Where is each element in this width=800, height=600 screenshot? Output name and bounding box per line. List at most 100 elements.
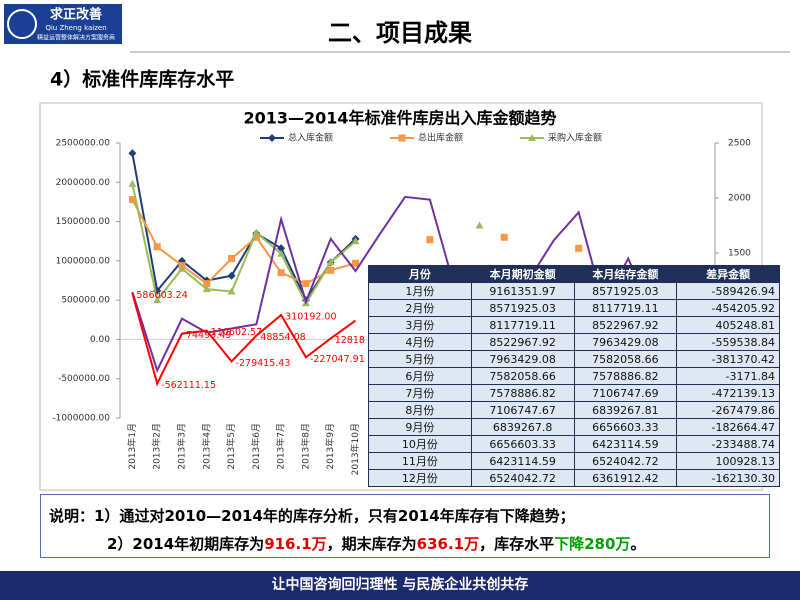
table-cell: 6423114.59 [470,452,575,470]
x-tick-label: 2013年2月 [151,423,163,470]
table-cell: 100928.13 [676,452,780,470]
table-cell: 6423114.59 [573,435,678,453]
y2-tick-label: 2500 [728,139,751,149]
point-marker [177,264,186,272]
point-marker [352,259,360,267]
table-cell: 9月份 [368,418,472,436]
point-marker [575,244,583,252]
y-tick-label: 2500000.00 [56,139,111,149]
x-tick-label: 2013年1月 [126,423,138,470]
y2-tick-label: 2000 [728,194,751,204]
point-marker [351,237,360,245]
table-cell: -381370.42 [676,350,780,368]
point-marker [227,287,236,295]
table-row: 9月份 6839267.8 6656603.33 -182664.47 [368,418,780,436]
table-cell: 7月份 [368,384,472,402]
y-tick-label: 1000000.00 [56,256,111,266]
table-cell: 7963429.08 [573,333,678,351]
table-row: 1月份 9161351.97 8571925.03 -589426.94 [368,282,780,300]
table-row: 8月份 7106747.67 6839267.81 -267479.86 [368,401,780,419]
table-cell: 7963429.08 [470,350,575,368]
point-marker [326,258,335,266]
point-marker [128,179,137,187]
x-tick-label: 2013年3月 [175,423,187,470]
point-marker [268,134,276,142]
x-tick-label: 2013年7月 [275,423,287,470]
point-marker [128,149,137,158]
table-cell: 6524042.72 [470,469,575,487]
table-cell: 11月份 [368,452,472,470]
point-marker [528,134,536,141]
point-marker [202,285,211,293]
table-cell: 6656603.33 [573,418,678,436]
table-cell: -182664.47 [676,418,780,436]
table-cell: 4月份 [368,333,472,351]
table-cell: 9161351.97 [470,282,575,300]
table-cell: 8571925.03 [470,299,575,317]
point-marker [252,228,261,236]
header-cell: 本月期初金额 [470,265,575,283]
table-cell: -162130.30 [676,469,780,487]
header-cell: 本月结存金额 [573,265,678,283]
legend-label: 总出库金额 [418,132,463,144]
table-cell: 6656603.33 [470,435,575,453]
point-marker [398,134,406,142]
slide-subtitle: 4）标准件库库存水平 [50,68,234,91]
header-cell: 差异金额 [676,265,780,283]
point-marker [153,296,162,304]
data-label: 12818 [335,335,365,346]
table-row: 10月份 6656603.33 6423114.59 -233488.74 [368,435,780,453]
table-cell: 8月份 [368,401,472,419]
x-tick-label: 2013年4月 [200,423,212,470]
data-label: 586003.24 [136,290,187,301]
table-cell: 6361912.42 [573,469,678,487]
x-tick-label: 2013年8月 [299,423,311,470]
table-cell: 3月份 [368,316,472,334]
point-marker [475,221,484,229]
table-cell: -559538.84 [676,333,780,351]
note-highlight: 下降280万 [554,535,631,553]
data-label: 310192.00 [285,312,336,323]
table-header: 月份 本月期初金额 本月结存金额 差异金额 [368,265,780,283]
y-tick-label: 500000.00 [61,296,110,306]
table-cell: -3171.84 [676,367,780,385]
point-marker [203,280,211,288]
x-tick-label: 2013年6月 [250,423,262,470]
table-cell: 7582058.66 [470,367,575,385]
note-line: 说明：1）通过对2010—2014年的库存分析，只有2014年库存有下降趋势； [49,507,575,525]
data-label: -279415.43 [236,358,291,369]
point-marker [252,233,260,241]
table-row: 12月份 6524042.72 6361912.42 -162130.30 [368,469,780,487]
table-cell: 6月份 [368,367,472,385]
table-row: 11月份 6423114.59 6524042.72 100928.13 [368,452,780,470]
table-cell: 7578886.82 [470,384,575,402]
table-cell: 6839267.81 [573,401,678,419]
table-cell: 405248.81 [676,316,780,334]
table-cell: 8117719.11 [470,316,575,334]
note-text: 2）2014年初期库存为 [107,535,265,553]
y-tick-label: -500000.00 [58,374,110,384]
point-marker [153,243,161,251]
point-marker [227,271,236,280]
table-cell: 7578886.82 [573,367,678,385]
data-label: 74493.49 [186,330,231,341]
table-cell: 2月份 [368,299,472,317]
point-marker [500,233,508,241]
table-cell: 7106747.67 [470,401,575,419]
table-row: 4月份 8522967.92 7963429.08 -559538.84 [368,333,780,351]
table-cell: -267479.86 [676,401,780,419]
y-tick-label: 1500000.00 [56,217,111,227]
table-cell: 8522967.92 [470,333,575,351]
footer: 让中国咨询回归理性 与民族企业共创共存 [0,571,800,600]
notes: 说明：1）通过对2010—2014年的库存分析，只有2014年库存有下降趋势； … [40,494,770,558]
y-tick-label: -1000000.00 [52,414,110,424]
header-cell: 月份 [368,265,472,283]
table-row: 7月份 7578886.82 7106747.69 -472139.13 [368,384,780,402]
x-tick-label: 2013年10月 [349,423,361,475]
legend-label: 采购入库金额 [548,132,602,144]
table-cell: 10月份 [368,435,472,453]
table-cell: 12月份 [368,469,472,487]
y-tick-label: 0.00 [90,335,110,345]
data-label: -562111.15 [161,380,216,391]
inventory-table: 月份 本月期初金额 本月结存金额 差异金额 1月份 9161351.97 8571925.0… [368,265,780,487]
